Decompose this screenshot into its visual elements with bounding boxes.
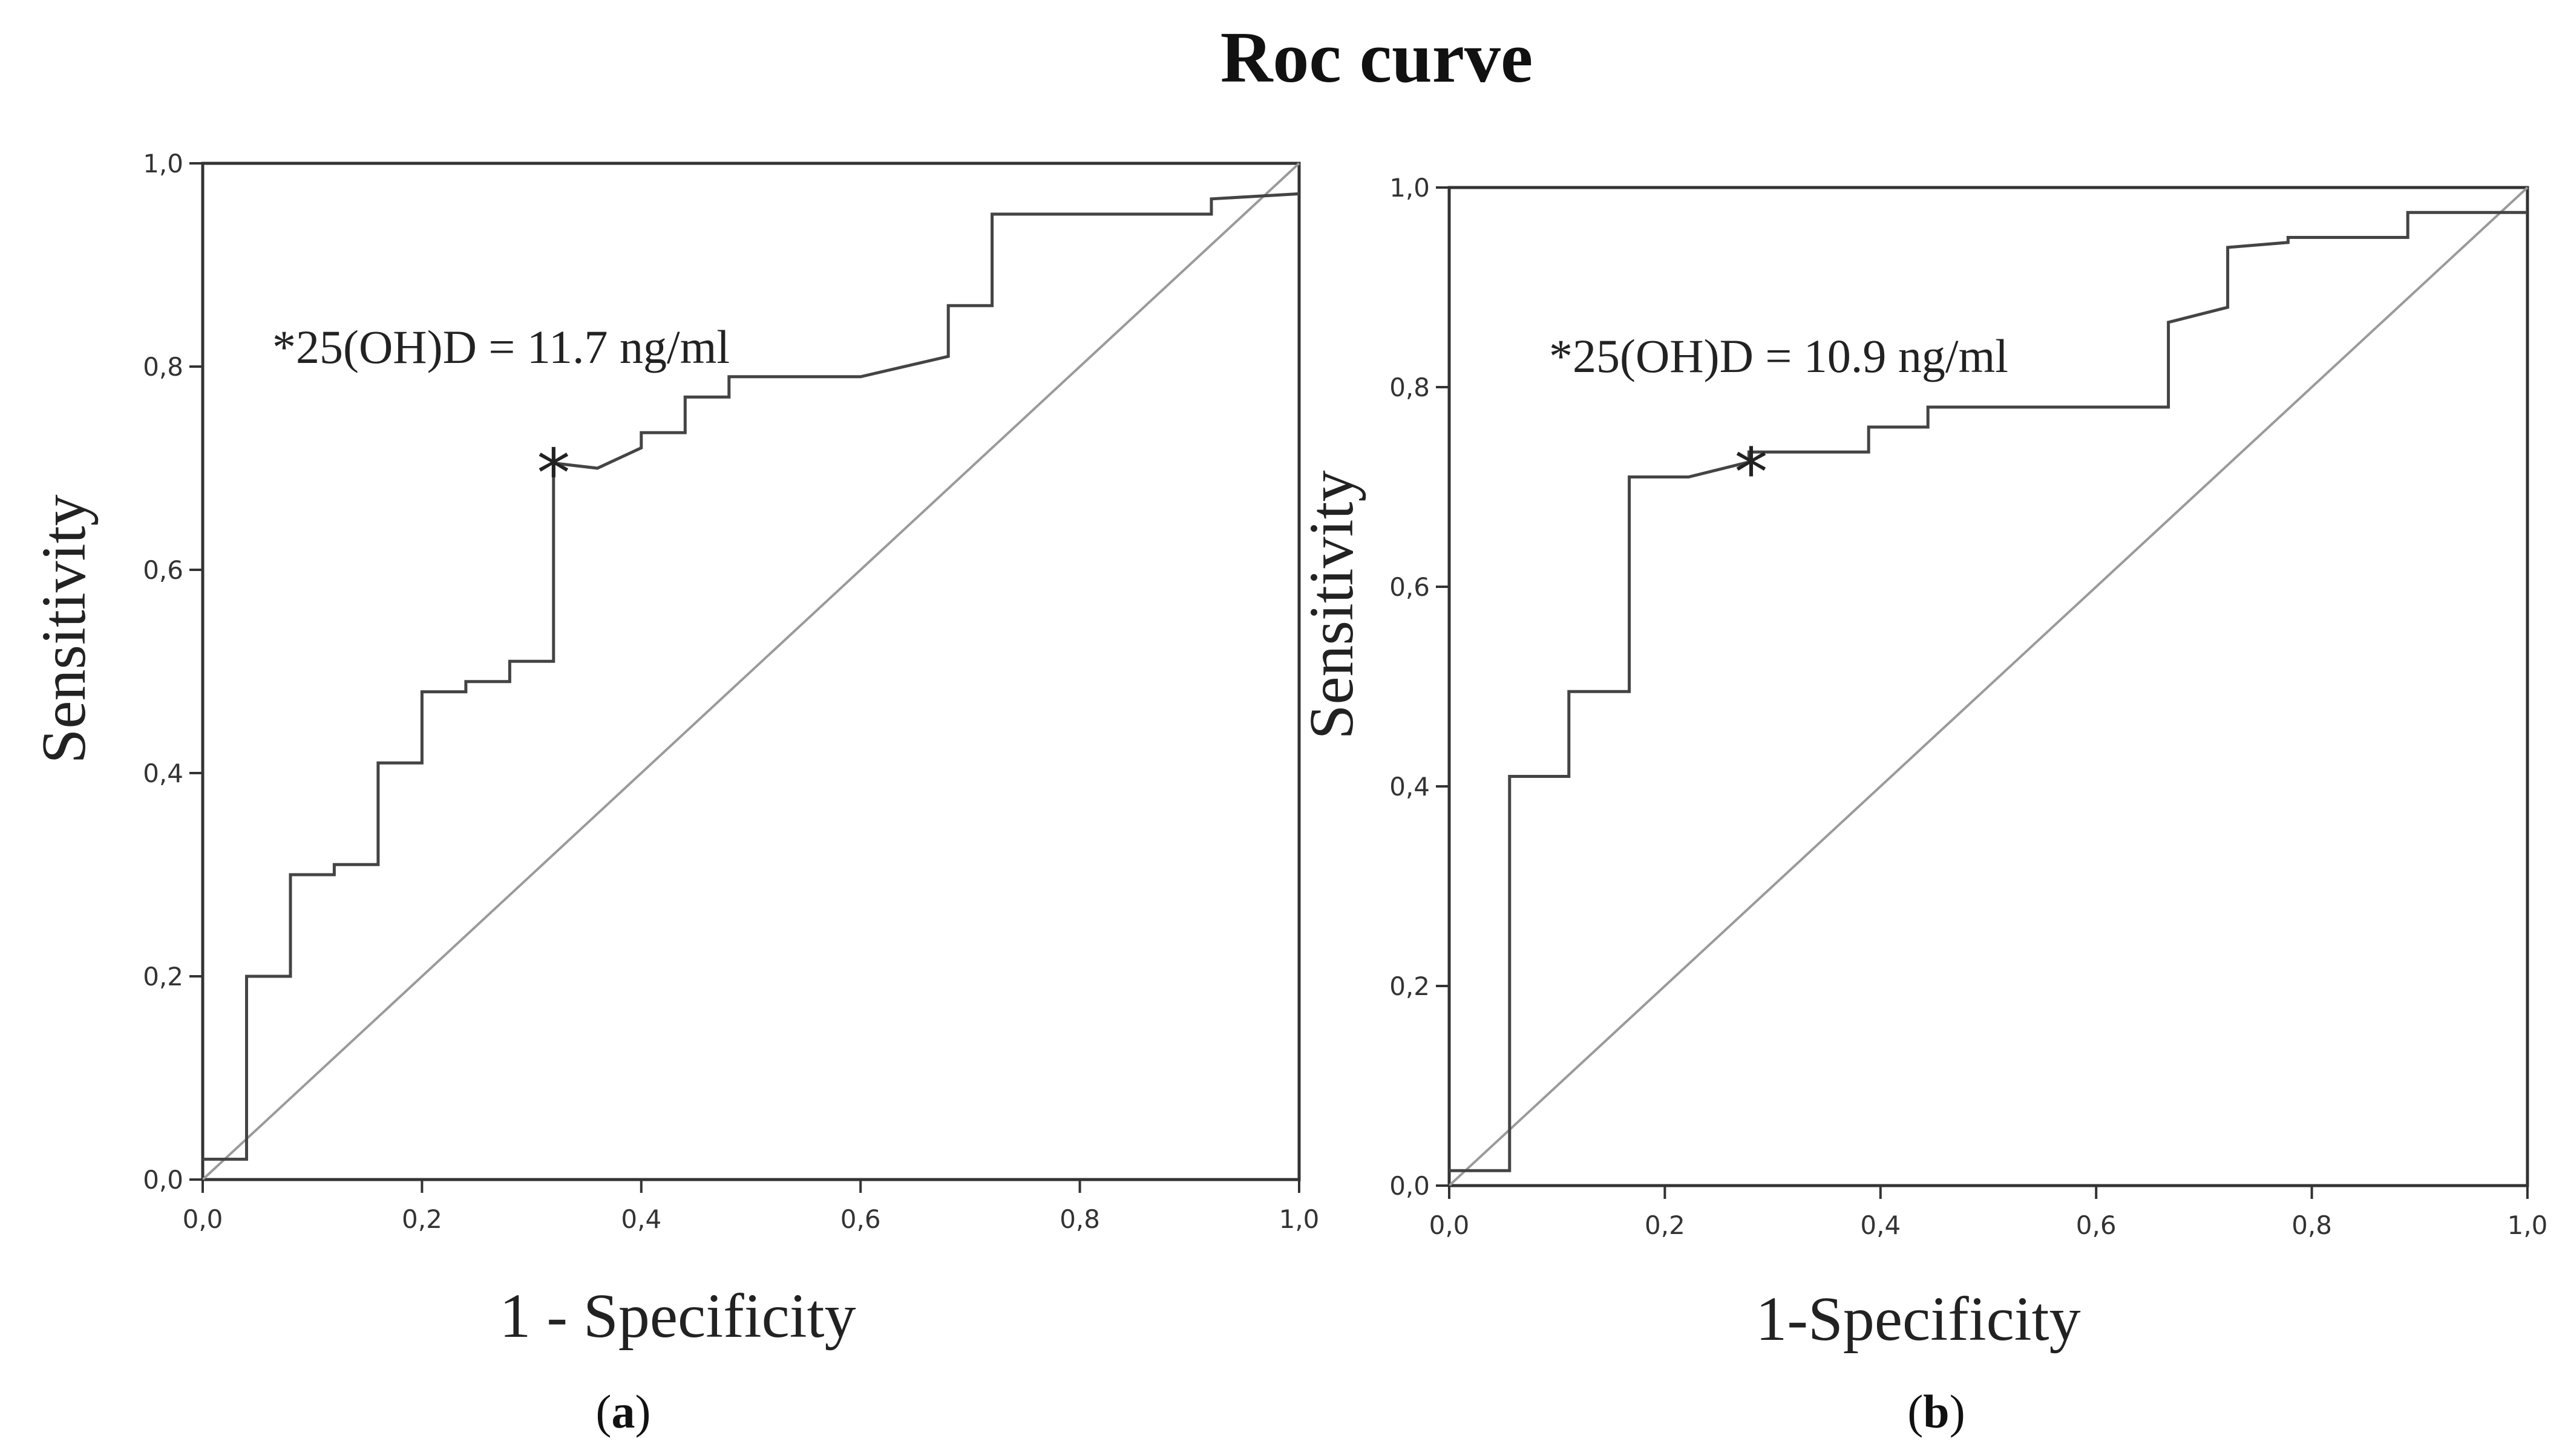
x-axis-label-a: 1 - Specificity [499, 1281, 856, 1351]
x-tick-label: 0,0 [183, 1204, 223, 1234]
y-tick-label: 0,2 [143, 962, 183, 991]
x-tick-label: 0,6 [2076, 1210, 2117, 1240]
cutoff-annotation-b: *25(OH)D = 10.9 ng/ml [1549, 330, 2008, 382]
panel-label-b-letter: b [1923, 1385, 1949, 1438]
x-tick-label: 0,2 [1645, 1210, 1685, 1240]
x-tick-label: 1,0 [2507, 1210, 2548, 1240]
y-tick-label: 0,0 [143, 1165, 183, 1195]
plot-frame-b [1447, 186, 2529, 1187]
figure-title: Roc curve [1220, 17, 1533, 97]
y-axis-label-a: Sensitivity [29, 495, 99, 764]
y-tick-label: 0,0 [1389, 1171, 1430, 1201]
x-axis-label-b: 1-Specificity [1755, 1284, 2080, 1354]
y-tick-label: 1,0 [143, 149, 183, 178]
x-tick-label: 0,8 [2291, 1210, 2332, 1240]
panel-label-a: (a) [596, 1385, 651, 1438]
plot-frame-a [201, 162, 1301, 1181]
y-tick-label: 1,0 [1389, 173, 1430, 203]
y-axis-ticks-b: 0,0 0,2 0,4 0,6 0,8 1,0 [1389, 173, 1449, 1201]
x-tick-label: 0,2 [402, 1204, 442, 1234]
x-axis-ticks-a: 0,0 0,2 0,4 0,6 0,8 1,0 [183, 1180, 1320, 1234]
x-axis-ticks-b: 0,0 0,2 0,4 0,6 0,8 1,0 [1429, 1186, 2548, 1240]
x-tick-label: 0,6 [840, 1204, 881, 1234]
y-tick-label: 0,4 [1389, 772, 1430, 801]
roc-curve-a [203, 192, 1300, 1161]
y-axis-label-b: Sensitivity [1297, 471, 1366, 740]
cutoff-marker-a: * [537, 435, 570, 512]
y-tick-label: 0,8 [143, 352, 183, 382]
x-tick-label: 0,8 [1060, 1204, 1100, 1234]
cutoff-annotation-a: *25(OH)D = 11.7 ng/ml [272, 321, 730, 373]
reference-line-b [1448, 186, 2529, 1187]
y-axis-ticks-a: 0,0 0,2 0,4 0,6 0,8 1,0 [143, 149, 203, 1195]
y-tick-label: 0,8 [1389, 373, 1430, 402]
x-tick-label: 0,4 [1860, 1210, 1901, 1240]
y-tick-label: 0,6 [1389, 572, 1430, 602]
panel-label-b: (b) [1907, 1385, 1965, 1438]
y-tick-label: 0,6 [143, 555, 183, 585]
y-tick-label: 0,2 [1389, 971, 1430, 1001]
x-tick-label: 1,0 [1279, 1204, 1320, 1234]
panel-label-a-letter: a [612, 1385, 635, 1438]
reference-line-a [201, 162, 1300, 1181]
x-tick-label: 0,4 [621, 1204, 661, 1234]
roc-panel-b: 0,00,20,40,60,81,0 0,0 0,2 0,4 0,6 0,8 1,0 * … [1297, 173, 2547, 1438]
roc-panel-a: 0,00,20,40,60,81,0 0,0 0,2 0,4 0,6 0,8 1,0 * … [29, 149, 1319, 1438]
cutoff-marker-b: * [1734, 434, 1767, 511]
y-tick-label: 0,4 [143, 759, 183, 788]
roc-curve-b [1449, 211, 2527, 1172]
x-tick-label: 0,0 [1429, 1210, 1470, 1240]
